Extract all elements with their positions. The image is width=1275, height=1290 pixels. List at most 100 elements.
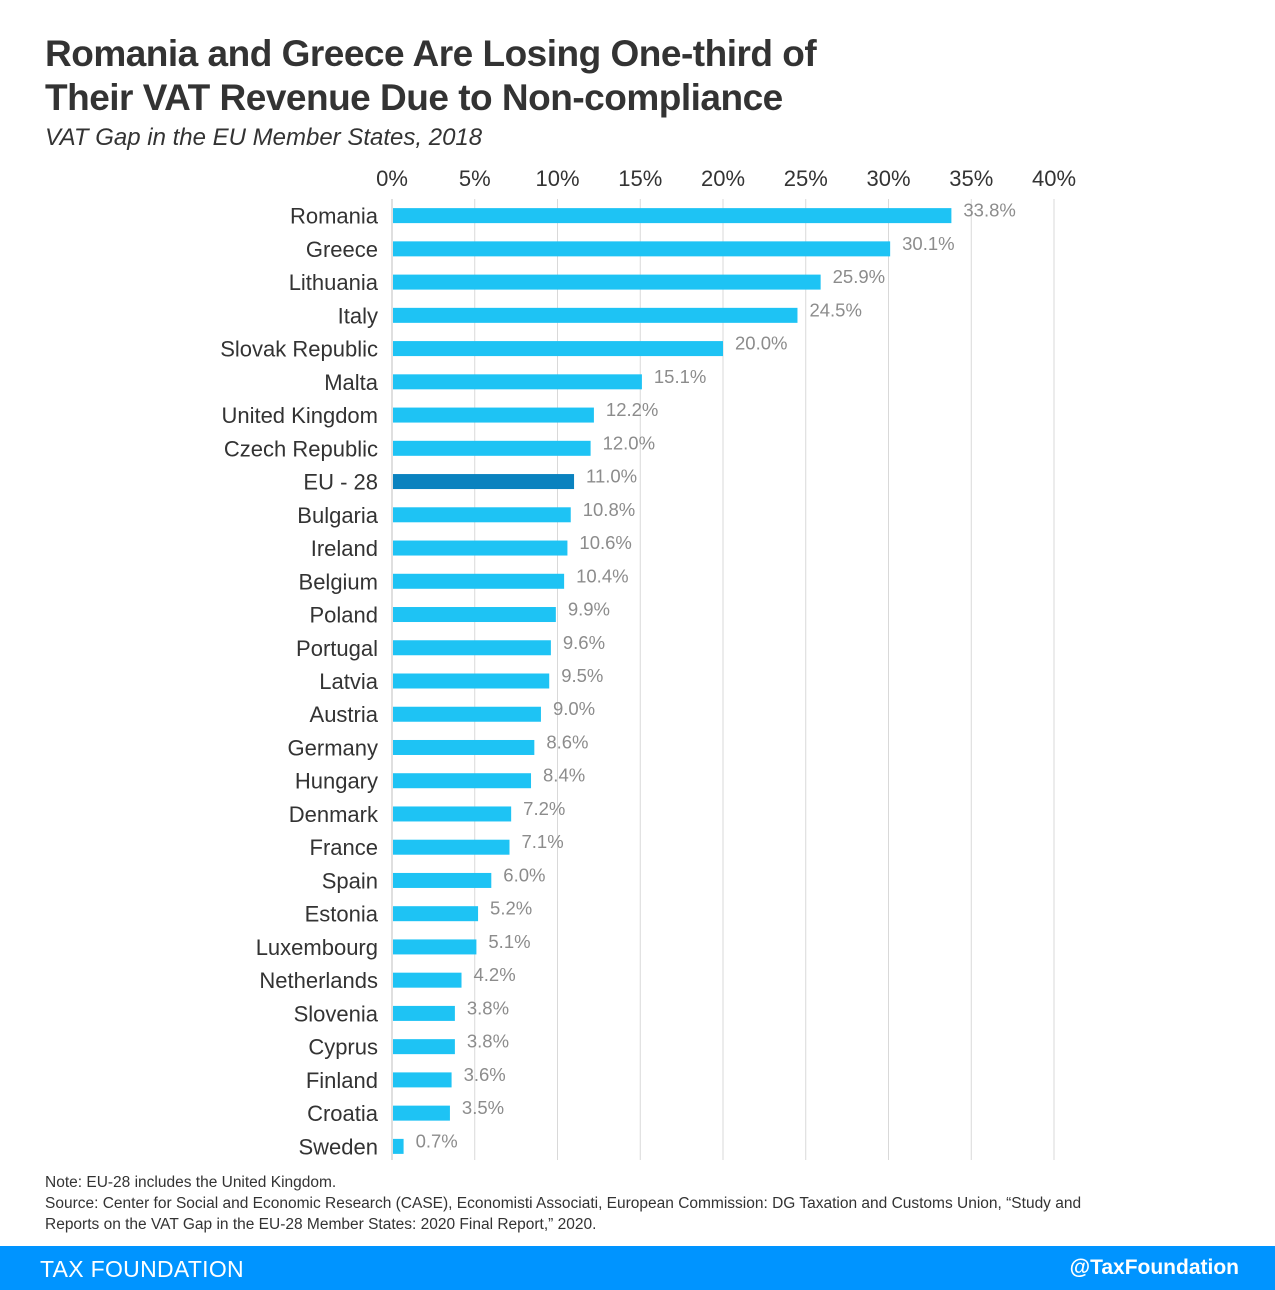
- source-line-2: Reports on the VAT Gap in the EU-28 Memb…: [45, 1216, 597, 1233]
- chart-subtitle: VAT Gap in the EU Member States, 2018: [45, 124, 483, 151]
- category-label: Germany: [288, 735, 378, 760]
- category-label: Sweden: [298, 1134, 378, 1159]
- category-label: Croatia: [307, 1101, 379, 1126]
- category-label: Cyprus: [308, 1035, 378, 1060]
- bar: [393, 972, 462, 988]
- category-label: France: [310, 835, 378, 860]
- category-label: Netherlands: [259, 968, 378, 993]
- chart-notes: Note: EU-28 includes the United Kingdom.…: [45, 1172, 1235, 1235]
- data-label: 12.2%: [606, 399, 658, 420]
- data-label: 24.5%: [809, 299, 861, 320]
- category-label: Czech Republic: [224, 436, 378, 461]
- data-label: 25.9%: [833, 266, 885, 287]
- x-tick-label: 20%: [701, 166, 745, 191]
- category-label: Lithuania: [289, 270, 379, 295]
- category-label: Slovak Republic: [220, 337, 378, 362]
- category-label: Portugal: [296, 636, 378, 661]
- category-label: Austria: [310, 702, 379, 727]
- note-text: Note: EU-28 includes the United Kingdom.: [45, 1174, 337, 1191]
- bar: [393, 773, 532, 789]
- bar: [393, 739, 535, 755]
- bar: [393, 1105, 450, 1121]
- bar: [393, 673, 550, 689]
- data-label: 10.6%: [579, 532, 631, 553]
- x-tick-label: 30%: [866, 166, 910, 191]
- data-label: 10.4%: [576, 565, 628, 586]
- category-label: Hungary: [295, 769, 378, 794]
- bar: [393, 1005, 455, 1021]
- data-label: 5.2%: [490, 898, 532, 919]
- bar: [393, 573, 565, 589]
- bar: [393, 1039, 455, 1055]
- data-label: 10.8%: [583, 499, 635, 520]
- data-label: 15.1%: [654, 366, 706, 387]
- category-label: Latvia: [319, 669, 378, 694]
- category-label: Ireland: [311, 536, 378, 561]
- category-label: Malta: [324, 370, 379, 395]
- bar: [393, 507, 571, 523]
- bar: [393, 407, 594, 423]
- bar: [393, 540, 568, 556]
- title-line-2: Their VAT Revenue Due to Non-compliance: [45, 77, 783, 118]
- category-label: Estonia: [305, 902, 379, 927]
- data-label: 5.1%: [488, 931, 530, 952]
- bar-highlight: [393, 474, 575, 490]
- data-label: 3.5%: [462, 1097, 504, 1118]
- title-line-1: Romania and Greece Are Losing One-third …: [45, 33, 817, 74]
- data-label: 4.2%: [474, 964, 516, 985]
- data-label: 3.6%: [464, 1064, 506, 1085]
- bar-chart: 0% 5% 10% 15% 20% 25% 30% 35% 40% Romania Greece L…: [220, 166, 1076, 1160]
- x-tick-label: 35%: [949, 166, 993, 191]
- data-label: 9.9%: [568, 599, 610, 620]
- bar: [393, 440, 591, 456]
- category-label: Greece: [306, 237, 378, 262]
- x-tick-label: 5%: [459, 166, 491, 191]
- category-label: Romania: [290, 204, 379, 229]
- x-tick-label: 15%: [618, 166, 662, 191]
- bar: [393, 374, 642, 390]
- data-label: 20.0%: [735, 333, 787, 354]
- bar: [393, 341, 723, 357]
- data-label: 8.6%: [546, 731, 588, 752]
- footer-bar: TAX FOUNDATION @TaxFoundation: [0, 1246, 1275, 1290]
- data-label: 9.0%: [553, 698, 595, 719]
- bar: [393, 839, 510, 855]
- category-label: EU - 28: [303, 470, 378, 495]
- data-label: 33.8%: [963, 200, 1015, 221]
- data-label: 6.0%: [503, 864, 545, 885]
- data-label: 12.0%: [603, 432, 655, 453]
- data-label: 0.7%: [416, 1130, 458, 1151]
- category-label: Slovenia: [294, 1001, 379, 1026]
- footer-handle[interactable]: @TaxFoundation: [1069, 1256, 1239, 1279]
- bar: [393, 939, 477, 955]
- category-label: Finland: [306, 1068, 378, 1093]
- bar: [393, 241, 891, 257]
- bar: [393, 1072, 452, 1088]
- data-label: 3.8%: [467, 1031, 509, 1052]
- bar: [393, 906, 479, 922]
- bar: [393, 274, 821, 290]
- x-tick-label: 0%: [376, 166, 408, 191]
- category-label: United Kingdom: [221, 403, 378, 428]
- data-label: 11.0%: [586, 466, 637, 487]
- bar: [393, 806, 512, 822]
- category-label: Bulgaria: [297, 503, 378, 528]
- category-label: Belgium: [299, 569, 378, 594]
- category-label: Luxembourg: [256, 935, 378, 960]
- x-tick-label: 10%: [535, 166, 579, 191]
- category-label: Spain: [322, 868, 378, 893]
- bar: [393, 706, 541, 722]
- footer-brand: TAX FOUNDATION: [40, 1256, 244, 1282]
- bar: [393, 872, 492, 888]
- bar: [393, 208, 952, 224]
- data-label: 7.1%: [522, 831, 564, 852]
- bar: [393, 607, 556, 623]
- data-label: 7.2%: [523, 798, 565, 819]
- data-label: 8.4%: [543, 765, 585, 786]
- data-label: 30.1%: [902, 233, 954, 254]
- data-label: 9.5%: [561, 665, 603, 686]
- category-label: Italy: [338, 303, 378, 328]
- x-tick-label: 40%: [1032, 166, 1076, 191]
- bar: [393, 1138, 404, 1154]
- bar: [393, 640, 551, 656]
